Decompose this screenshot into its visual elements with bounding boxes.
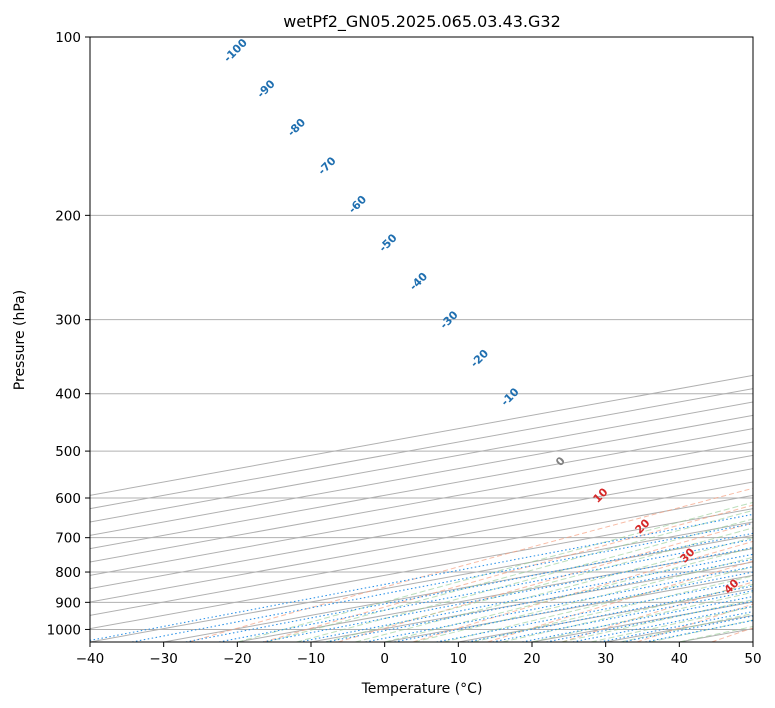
x-axis-label: Temperature (°C) xyxy=(361,681,483,697)
y-tick-label: 200 xyxy=(55,208,81,224)
isotherm-lines xyxy=(90,374,753,642)
dry-adiabat-label: -30 xyxy=(437,308,460,331)
isotherm-line xyxy=(90,468,753,590)
isotherm-line xyxy=(90,494,753,616)
isotherm-line xyxy=(90,374,753,496)
isotherm-line xyxy=(90,454,753,576)
isotherm-line xyxy=(90,441,753,563)
x-tick-label: 40 xyxy=(671,651,688,667)
mixing-ratio-line xyxy=(365,566,753,642)
x-tick-label: 0 xyxy=(380,651,389,667)
mixing-ratio-line xyxy=(467,585,753,642)
mixing-ratio-line xyxy=(90,513,753,641)
isotherm-line xyxy=(90,508,753,630)
moist-adiabat-line xyxy=(296,518,753,642)
isotherm-line xyxy=(310,561,753,642)
chart-title: wetPf2_GN05.2025.065.03.43.G32 xyxy=(283,12,561,32)
mixing-ratio-line xyxy=(218,538,753,642)
x-tick-label: −40 xyxy=(76,651,105,667)
x-tick-label: −20 xyxy=(223,651,252,667)
dry-adiabat-line xyxy=(263,504,753,642)
moist-adiabat-line xyxy=(531,591,753,642)
mixing-ratio-line xyxy=(185,532,753,642)
mixing-ratio-line xyxy=(492,590,753,642)
isotherm-line xyxy=(90,428,753,550)
y-tick-label: 500 xyxy=(55,444,81,460)
isotherm-line xyxy=(163,534,753,642)
moist-adiabat-line xyxy=(325,527,753,642)
x-tick-label: −10 xyxy=(297,651,326,667)
plot-area: 0.10.20.40.611.52346810131620253036-100-… xyxy=(90,36,753,642)
dry-adiabat-label: -60 xyxy=(346,193,369,216)
dry-adiabat-label: -20 xyxy=(468,347,491,370)
dry-adiabat-line xyxy=(338,522,753,642)
dry-adiabat-label: -80 xyxy=(285,116,308,139)
y-axis-ticks: 100 200 300 400 500 600 700 800 900 1000 xyxy=(47,30,90,638)
moist-adiabat-line xyxy=(620,612,753,642)
dry-adiabat-line xyxy=(487,560,753,642)
y-tick-label: 300 xyxy=(55,313,81,329)
mixing-ratio-lines xyxy=(90,513,753,642)
y-tick-label: 700 xyxy=(55,531,81,547)
moist-adiabat-line xyxy=(355,536,753,642)
mixing-ratio-line xyxy=(521,595,753,642)
y-tick-label: 100 xyxy=(55,30,81,46)
moist-adiabat-line xyxy=(413,556,753,642)
moist-adiabat-line xyxy=(237,501,753,642)
x-tick-label: 10 xyxy=(450,651,467,667)
dry-adiabat-label: -50 xyxy=(376,231,399,254)
isobar-lines xyxy=(90,37,753,630)
moist-adiabat-line xyxy=(384,546,753,642)
isotherm-line xyxy=(90,521,753,642)
y-axis-label: Pressure (hPa) xyxy=(12,290,28,390)
isotherm-line xyxy=(90,388,753,510)
moist-adiabat-line xyxy=(561,599,753,642)
y-tick-label: 400 xyxy=(55,387,81,403)
moist-adiabat-lines xyxy=(237,501,753,642)
isotherm-line xyxy=(90,414,753,536)
dry-adiabat-line xyxy=(711,627,753,642)
y-tick-label: 600 xyxy=(55,491,81,507)
isotherm-line xyxy=(90,481,753,603)
x-axis-ticks: −40 −30 −20 −10 0 10 20 30 40 50 xyxy=(76,642,762,667)
isotherm-line xyxy=(752,641,753,642)
y-tick-label: 900 xyxy=(55,595,81,611)
moist-adiabat-label: 0 xyxy=(553,454,568,469)
mixing-ratio-line xyxy=(131,522,753,642)
x-tick-label: 50 xyxy=(744,651,761,667)
moist-adiabat-label: 10 xyxy=(591,485,611,505)
x-tick-label: 30 xyxy=(597,651,614,667)
isotherm-line xyxy=(237,548,753,642)
moist-adiabat-line xyxy=(502,583,753,642)
x-tick-label: 20 xyxy=(523,651,540,667)
moist-adiabat-line xyxy=(443,566,753,642)
dry-adiabat-label: -10 xyxy=(498,385,521,408)
moist-adiabat-line xyxy=(266,509,753,642)
plot-frame xyxy=(89,36,754,643)
y-tick-label: 800 xyxy=(55,565,81,581)
dry-adiabat-label: -100 xyxy=(221,36,250,65)
isotherm-line xyxy=(90,401,753,523)
y-tick-label: 1000 xyxy=(47,622,81,638)
mixing-ratio-line xyxy=(622,615,753,642)
dry-adiabat-line xyxy=(562,581,753,642)
mixing-ratio-line xyxy=(262,546,753,642)
mixing-ratio-line xyxy=(299,553,753,642)
dry-adiabat-label: -90 xyxy=(254,77,277,100)
x-tick-label: −30 xyxy=(149,651,178,667)
dry-adiabat-label: -40 xyxy=(407,270,430,293)
mixing-ratio-line xyxy=(394,571,753,642)
dry-adiabat-line xyxy=(188,487,753,642)
mixing-ratio-line xyxy=(599,611,753,642)
mixing-ratio-line xyxy=(546,600,753,642)
dry-adiabat-label: -70 xyxy=(315,154,338,177)
adiabat-and-mixing-ratio-labels: 0.10.20.40.611.52346810131620253036-100-… xyxy=(221,36,742,597)
mixing-ratio-line xyxy=(572,605,753,642)
isotherm-line xyxy=(458,588,753,642)
